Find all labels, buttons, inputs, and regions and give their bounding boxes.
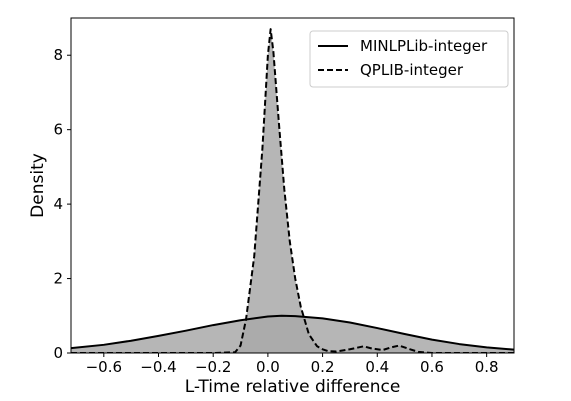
y-tick-label: 2	[53, 270, 63, 288]
x-tick-label: 0.6	[420, 358, 444, 376]
series-line-1	[71, 314, 514, 351]
series-fill-2	[71, 29, 514, 353]
y-axis-label: Density	[28, 153, 48, 218]
legend: MINLPLib-integer QPLIB-integer	[309, 30, 509, 88]
x-tick-label: 0.2	[311, 358, 335, 376]
plot-frame	[70, 17, 515, 354]
y-tick-label: 0	[53, 344, 63, 362]
x-tick-label: 0.8	[475, 358, 499, 376]
y-tick-label: 6	[53, 121, 63, 139]
legend-label-2: QPLIB-integer	[360, 61, 464, 79]
series-fills	[71, 29, 514, 353]
axes: −0.6 −0.4 −0.2 0.0 0.2 0.4 0.6 0.8 0 2 4 6 8	[53, 17, 515, 376]
x-axis-label: L-Time relative difference	[185, 377, 401, 397]
x-tick-label: −0.4	[140, 358, 176, 376]
legend-box	[309, 30, 509, 88]
x-tick-label: 0.4	[365, 358, 389, 376]
x-tick-label: −0.2	[195, 358, 231, 376]
x-tick-label: 0.0	[256, 358, 280, 376]
series-lines	[71, 28, 514, 353]
y-tick-label: 4	[53, 195, 63, 213]
x-tick-label: −0.6	[86, 358, 122, 376]
y-tick-label: 8	[53, 46, 63, 64]
series-line-2	[71, 28, 514, 353]
legend-label-1: MINLPLib-integer	[360, 37, 488, 55]
